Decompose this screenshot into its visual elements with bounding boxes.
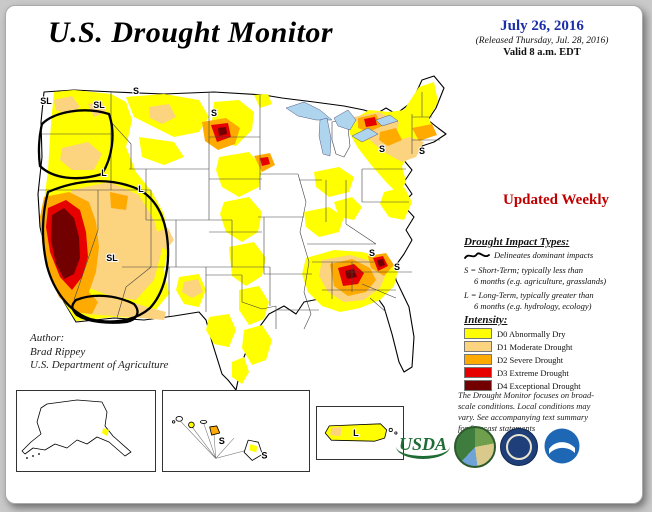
d2-label: D2 Severe Drought <box>497 354 564 365</box>
lake-erie <box>351 127 379 143</box>
hawaii-impact-labels: SS <box>218 435 269 461</box>
lake-ontario <box>375 114 399 127</box>
intensity-legend: Intensity: D0 Abnormally Dry D1 Moderate… <box>464 314 640 391</box>
impact-label-s: S <box>369 248 375 258</box>
page-title: U.S. Drought Monitor <box>48 16 334 49</box>
long-term-line1: L = Long-Term, typically greater than <box>464 290 594 301</box>
usda-logo-text: USDA <box>396 434 451 459</box>
drought-mitigation-center-logo <box>454 426 496 468</box>
long-term-line2: 6 months (e.g. hydrology, ecology) <box>474 300 592 311</box>
impact-label-sl: SL <box>40 96 52 106</box>
short-term-line1: S = Short-Term; typically less than <box>464 265 583 275</box>
updated-weekly-note: Updated Weekly <box>503 192 609 208</box>
niihau <box>172 420 176 424</box>
short-term-definition: S = Short-Term; typically less than 6 mo… <box>464 265 640 286</box>
maui <box>209 425 221 436</box>
impact-label-l: L <box>138 184 144 194</box>
big-island-d0-area <box>249 444 258 453</box>
d4-label: D4 Exceptional Drought <box>497 380 581 391</box>
valid-time: Valid 8 a.m. EDT <box>503 47 581 58</box>
drought-monitor-card: U.S. Drought Monitor July 26, 2016 (Rele… <box>5 5 643 504</box>
d3-swatch <box>464 367 492 378</box>
impact-label-s: S <box>261 450 267 460</box>
release-date: (Released Thursday, Jul. 28, 2016) <box>475 36 609 46</box>
author-block: Author: Brad Rippey U.S. Department of A… <box>30 332 168 371</box>
delineates-label: Delineates dominant impacts <box>494 250 594 261</box>
kauai <box>175 416 183 422</box>
d4-regions <box>51 127 385 279</box>
intensity-heading: Intensity: <box>464 314 508 326</box>
intensity-row-d2: D2 Severe Drought <box>464 354 640 365</box>
impact-label-sl: SL <box>106 253 118 263</box>
long-term-definition: L = Long-Term, typically greater than 6 … <box>464 290 640 311</box>
puerto-rico-impact-labels: L <box>352 427 360 439</box>
impact-label-s: S <box>211 108 217 118</box>
d0-label: D0 Abnormally Dry <box>497 328 566 339</box>
conus-drought-map: SL SL S S L L SL S S S S <box>14 62 474 392</box>
lake-michigan <box>318 117 332 157</box>
puerto-rico-inset: L <box>316 406 404 460</box>
d1-label: D1 Moderate Drought <box>497 341 573 352</box>
lake-huron <box>333 109 357 131</box>
vieques <box>388 427 393 432</box>
great-lakes <box>285 101 399 157</box>
lake-superior <box>285 101 333 121</box>
d4-swatch <box>464 380 492 391</box>
intensity-row-d3: D3 Extreme Drought <box>464 367 640 378</box>
impact-label-sl: SL <box>93 100 105 110</box>
impact-label-s: S <box>394 262 400 272</box>
intensity-row-d0: D0 Abnormally Dry <box>464 328 640 339</box>
d2-swatch <box>464 354 492 365</box>
noaa-logo-svg <box>544 428 580 464</box>
impact-delineation-outlines <box>37 109 170 324</box>
impact-types-legend: Drought Impact Types: Delineates dominan… <box>464 236 640 312</box>
state-borders <box>39 92 440 330</box>
oahu <box>188 421 195 429</box>
author-label: Author: <box>30 332 65 344</box>
intensity-row-d4: D4 Exceptional Drought <box>464 380 640 391</box>
noaa-logo <box>544 428 580 464</box>
usda-logo: USDA <box>396 434 451 459</box>
commerce-seal-inner-ring <box>506 434 532 460</box>
impact-label-l: L <box>101 168 107 178</box>
author-org: U.S. Department of Agriculture <box>30 359 169 371</box>
impact-label-s: S <box>133 86 139 96</box>
date-block: July 26, 2016 (Released Thursday, Jul. 2… <box>444 18 640 58</box>
alaska-d0-spot <box>102 428 109 436</box>
hawaii-leader-lines <box>179 419 255 459</box>
report-date: July 26, 2016 <box>500 18 584 34</box>
author-name: Brad Rippey <box>30 346 86 358</box>
delineation-squiggle-icon <box>464 252 490 259</box>
aleutian-island-dot <box>38 453 40 455</box>
aleutian-island-dot <box>26 457 28 459</box>
impact-label-s: S <box>379 144 385 154</box>
aleutian-island-dot <box>32 455 34 457</box>
impact-types-heading: Drought Impact Types: <box>464 236 570 248</box>
puerto-rico-d1-spot <box>330 426 342 437</box>
disclaimer-text: The Drought Monitor focuses on broad-sca… <box>458 390 595 434</box>
noaa-gull-shape <box>549 442 575 454</box>
intensity-row-d1: D1 Moderate Drought <box>464 341 640 352</box>
alaska-outline <box>21 399 132 457</box>
hawaii-map-svg: SS <box>172 416 269 461</box>
puerto-rico-map-svg: L <box>324 423 398 442</box>
impact-label-l: L <box>353 428 359 438</box>
molokai <box>199 419 208 424</box>
department-of-commerce-seal <box>500 428 538 466</box>
impact-label-s: S <box>419 146 425 156</box>
alaska-map-svg <box>21 399 132 459</box>
impact-label-s: S <box>219 436 225 446</box>
alaska-inset <box>16 390 156 472</box>
short-term-line2: 6 months (e.g. agriculture, grasslands) <box>474 275 607 286</box>
d0-swatch <box>464 328 492 339</box>
d1-swatch <box>464 341 492 352</box>
d3-label: D3 Extreme Drought <box>497 367 569 378</box>
